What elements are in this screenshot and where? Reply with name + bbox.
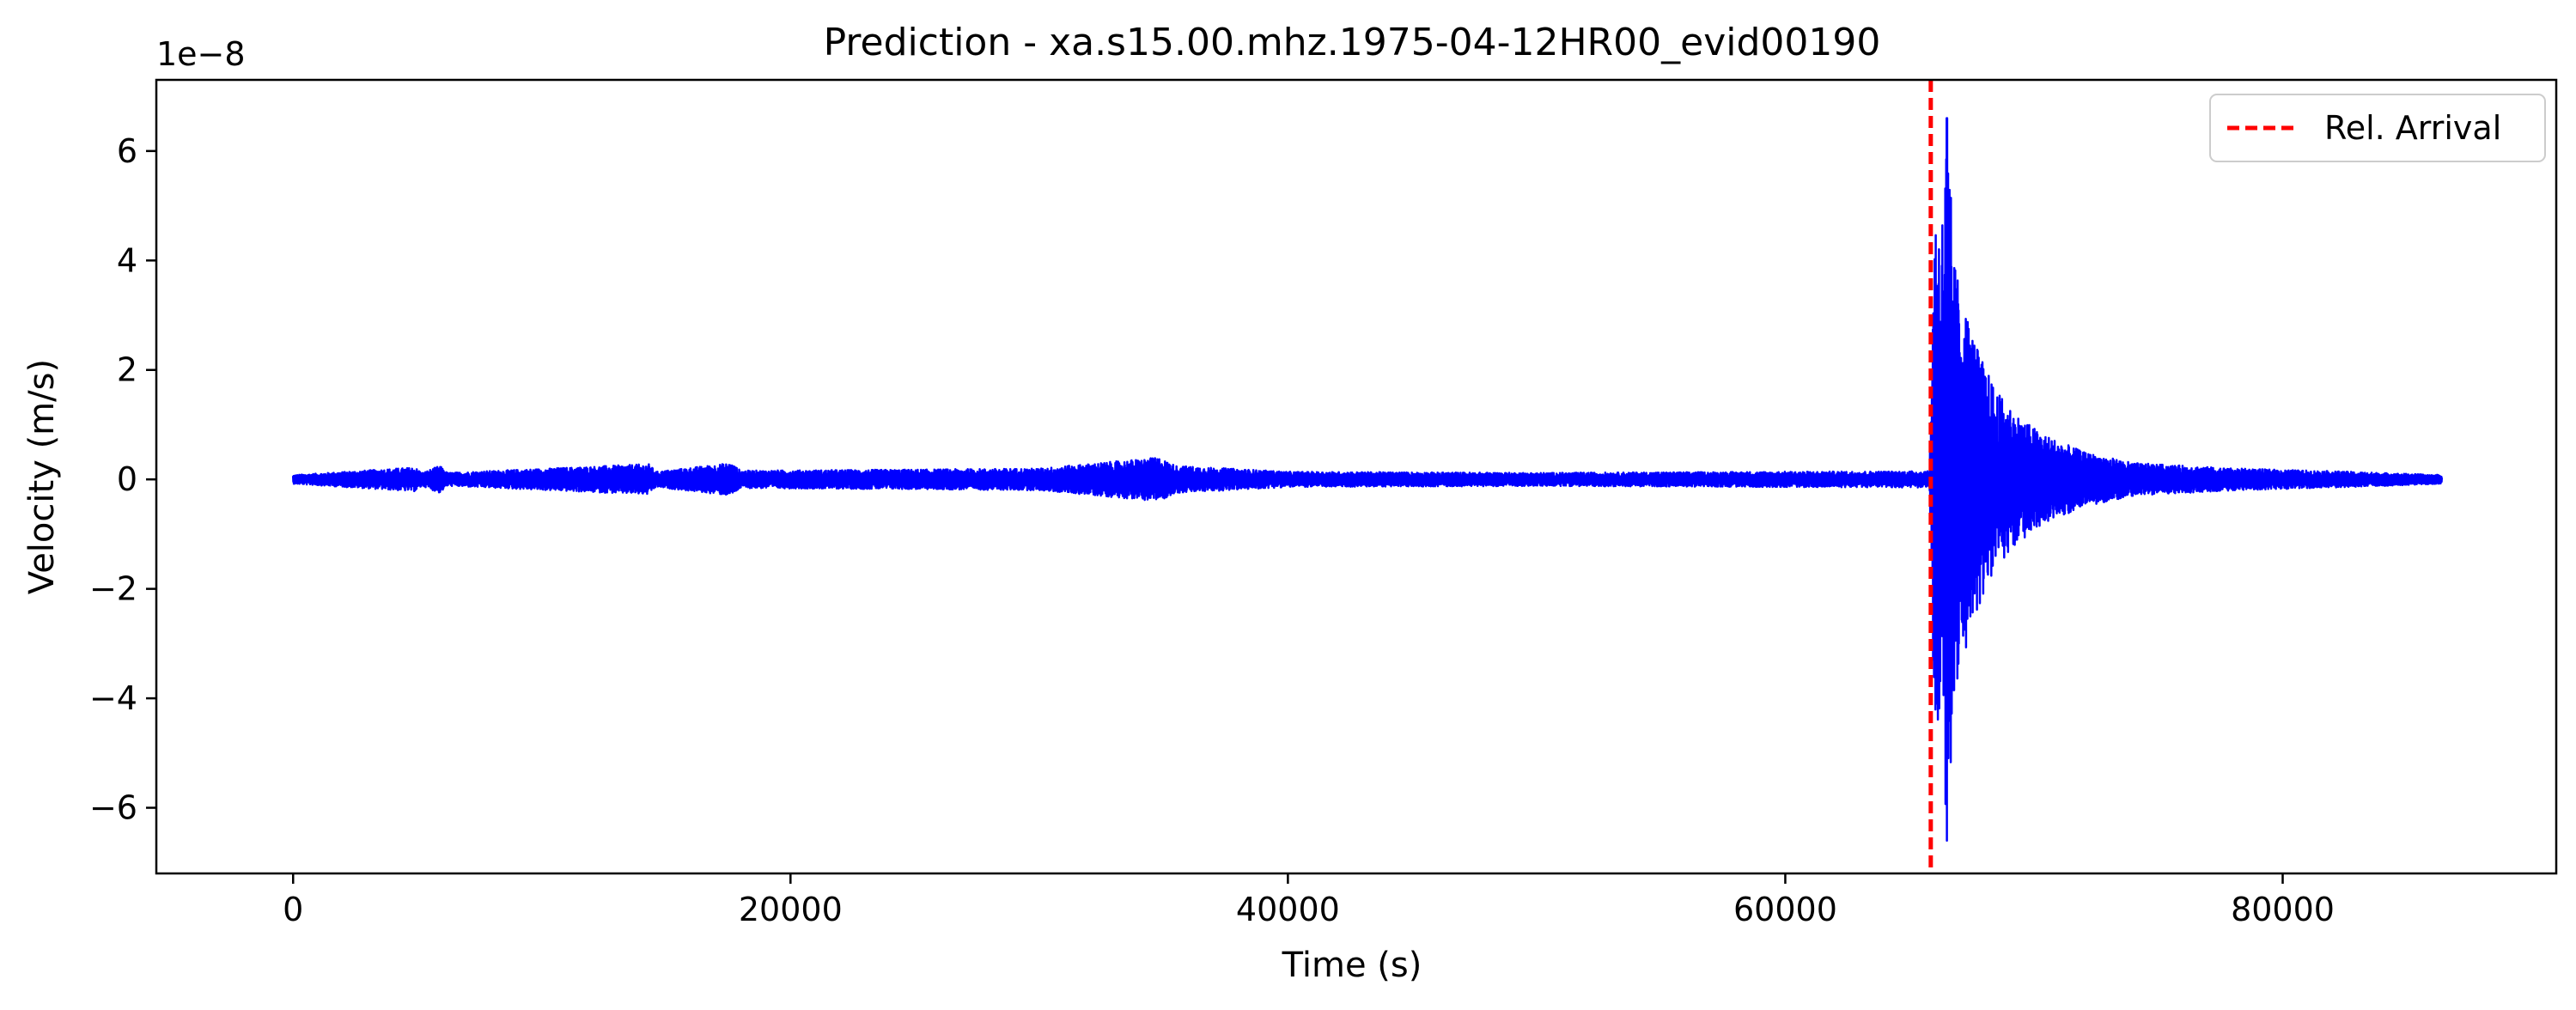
y-tick-label: 6	[117, 132, 137, 170]
x-tick-label: 80000	[2231, 891, 2335, 928]
plot-area	[291, 80, 2444, 873]
x-tick-label: 40000	[1236, 891, 1340, 928]
x-tick-label: 60000	[1733, 891, 1837, 928]
x-tick-label: 20000	[739, 891, 843, 928]
legend: Rel. Arrival	[2209, 94, 2546, 162]
legend-label-rel-arrival: Rel. Arrival	[2324, 109, 2501, 147]
y-tick-label: −6	[89, 789, 137, 827]
y-tick-label: 2	[117, 351, 137, 389]
series-line-velocity	[291, 117, 2444, 843]
x-axis-ticks: 0 20000 40000 60000 80000	[283, 873, 2335, 928]
y-axis-label: Velocity (m/s)	[22, 359, 62, 594]
legend-box	[2209, 94, 2546, 162]
chart-title: Prediction - xa.s15.00.mhz.1975-04-12HR0…	[824, 21, 1881, 64]
axes-frame	[155, 78, 2558, 875]
y-tick-label: 4	[117, 241, 137, 279]
y-tick-label: −4	[89, 679, 137, 717]
x-tick-label: 0	[283, 891, 303, 928]
y-tick-label: −2	[89, 570, 137, 608]
y-axis-ticks: −6 −4 −2 0 2 4 6	[89, 132, 156, 827]
x-axis-label: Time (s)	[1282, 946, 1422, 985]
y-offset-label: 1e−8	[156, 35, 246, 73]
y-tick-label: 0	[117, 460, 137, 498]
